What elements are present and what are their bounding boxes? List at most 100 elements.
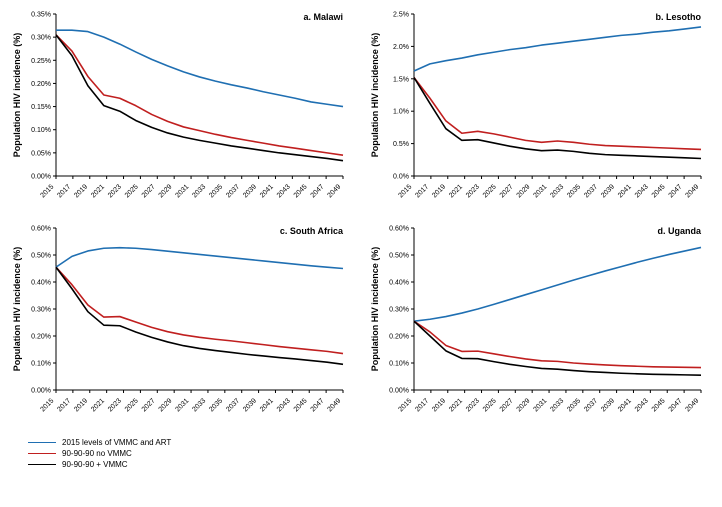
svg-text:0.15%: 0.15% <box>31 104 51 111</box>
svg-text:2031: 2031 <box>533 397 549 413</box>
svg-text:0.10%: 0.10% <box>389 361 409 368</box>
panel-d: 0.00%0.10%0.20%0.30%0.40%0.50%0.60%20152… <box>366 222 714 432</box>
svg-text:2025: 2025 <box>482 183 498 199</box>
chart-svg: 0.0%0.5%1.0%1.5%2.0%2.5%2015201720192021… <box>366 8 711 218</box>
svg-text:2021: 2021 <box>90 183 106 199</box>
svg-text:2037: 2037 <box>583 397 599 413</box>
svg-text:Population HIV incidence (%): Population HIV incidence (%) <box>370 247 380 372</box>
svg-text:0.40%: 0.40% <box>31 280 51 287</box>
svg-text:2031: 2031 <box>533 183 549 199</box>
svg-text:2023: 2023 <box>465 183 481 199</box>
svg-text:2029: 2029 <box>158 183 174 199</box>
svg-text:2017: 2017 <box>56 397 72 413</box>
svg-text:2041: 2041 <box>617 397 633 413</box>
svg-text:2037: 2037 <box>583 183 599 199</box>
svg-text:2043: 2043 <box>634 397 650 413</box>
series-s1 <box>414 247 701 321</box>
svg-text:2037: 2037 <box>225 397 241 413</box>
panel-c: 0.00%0.10%0.20%0.30%0.40%0.50%0.60%20152… <box>8 222 356 432</box>
svg-text:2019: 2019 <box>73 397 89 413</box>
svg-text:0.20%: 0.20% <box>31 81 51 88</box>
svg-text:2043: 2043 <box>634 183 650 199</box>
chart-svg: 0.00%0.05%0.10%0.15%0.20%0.25%0.30%0.35%… <box>8 8 353 218</box>
svg-text:2033: 2033 <box>549 397 565 413</box>
svg-text:0.0%: 0.0% <box>393 174 409 181</box>
svg-text:2031: 2031 <box>175 183 191 199</box>
svg-text:2047: 2047 <box>310 397 326 413</box>
series-s3 <box>56 35 343 161</box>
svg-text:2039: 2039 <box>242 183 258 199</box>
legend-item: 90-90-90 no VMMC <box>28 449 714 458</box>
svg-text:2025: 2025 <box>124 397 140 413</box>
svg-text:0.10%: 0.10% <box>31 361 51 368</box>
svg-text:0.00%: 0.00% <box>31 174 51 181</box>
svg-text:0.30%: 0.30% <box>31 35 51 42</box>
svg-text:2047: 2047 <box>310 183 326 199</box>
svg-text:2015: 2015 <box>39 397 55 413</box>
svg-text:2029: 2029 <box>158 397 174 413</box>
svg-text:2039: 2039 <box>600 397 616 413</box>
panel-b: 0.0%0.5%1.0%1.5%2.0%2.5%2015201720192021… <box>366 8 714 218</box>
series-s3 <box>56 267 343 364</box>
svg-text:2019: 2019 <box>431 397 447 413</box>
svg-text:2035: 2035 <box>208 397 224 413</box>
svg-text:2023: 2023 <box>465 397 481 413</box>
svg-text:2023: 2023 <box>107 397 123 413</box>
svg-text:2025: 2025 <box>482 397 498 413</box>
svg-text:2019: 2019 <box>73 183 89 199</box>
svg-text:0.40%: 0.40% <box>389 280 409 287</box>
series-s2 <box>56 35 343 155</box>
svg-text:2047: 2047 <box>668 397 684 413</box>
svg-text:b. Lesotho: b. Lesotho <box>656 12 702 22</box>
svg-text:2033: 2033 <box>549 183 565 199</box>
svg-text:2019: 2019 <box>431 183 447 199</box>
svg-text:2035: 2035 <box>566 183 582 199</box>
svg-text:2045: 2045 <box>293 183 309 199</box>
svg-text:d. Uganda: d. Uganda <box>657 226 701 236</box>
series-s1 <box>414 27 701 71</box>
svg-text:0.05%: 0.05% <box>31 150 51 157</box>
svg-text:2045: 2045 <box>293 397 309 413</box>
svg-text:2041: 2041 <box>259 397 275 413</box>
svg-text:2041: 2041 <box>259 183 275 199</box>
svg-text:2.0%: 2.0% <box>393 44 409 51</box>
svg-text:2049: 2049 <box>326 183 342 199</box>
svg-text:2049: 2049 <box>684 183 700 199</box>
svg-text:2039: 2039 <box>242 397 258 413</box>
svg-text:2027: 2027 <box>141 183 157 199</box>
series-s3 <box>414 78 701 159</box>
svg-text:2045: 2045 <box>651 183 667 199</box>
svg-text:2027: 2027 <box>141 397 157 413</box>
svg-text:2043: 2043 <box>276 397 292 413</box>
svg-text:0.60%: 0.60% <box>31 226 51 233</box>
svg-text:2015: 2015 <box>39 183 55 199</box>
svg-text:2043: 2043 <box>276 183 292 199</box>
svg-text:2047: 2047 <box>668 183 684 199</box>
svg-text:2035: 2035 <box>566 397 582 413</box>
svg-text:0.10%: 0.10% <box>31 127 51 134</box>
svg-text:2045: 2045 <box>651 397 667 413</box>
legend-swatch <box>28 442 56 443</box>
svg-text:2029: 2029 <box>516 397 532 413</box>
legend-label: 2015 levels of VMMC and ART <box>62 438 171 447</box>
svg-text:2033: 2033 <box>191 397 207 413</box>
svg-text:1.5%: 1.5% <box>393 76 409 83</box>
chart-svg: 0.00%0.10%0.20%0.30%0.40%0.50%0.60%20152… <box>366 222 711 432</box>
svg-text:2049: 2049 <box>684 397 700 413</box>
legend: 2015 levels of VMMC and ART 90-90-90 no V… <box>8 438 714 469</box>
svg-text:2041: 2041 <box>617 183 633 199</box>
svg-text:2023: 2023 <box>107 183 123 199</box>
svg-text:2021: 2021 <box>448 397 464 413</box>
series-s1 <box>56 30 343 106</box>
svg-text:2025: 2025 <box>124 183 140 199</box>
svg-text:0.50%: 0.50% <box>389 253 409 260</box>
svg-text:2049: 2049 <box>326 397 342 413</box>
svg-text:2035: 2035 <box>208 183 224 199</box>
svg-text:0.5%: 0.5% <box>393 141 409 148</box>
svg-text:Population HIV incidence (%): Population HIV incidence (%) <box>12 33 22 158</box>
legend-swatch <box>28 464 56 465</box>
svg-text:0.50%: 0.50% <box>31 253 51 260</box>
svg-text:0.30%: 0.30% <box>389 307 409 314</box>
svg-text:2037: 2037 <box>225 183 241 199</box>
svg-text:2015: 2015 <box>397 183 413 199</box>
